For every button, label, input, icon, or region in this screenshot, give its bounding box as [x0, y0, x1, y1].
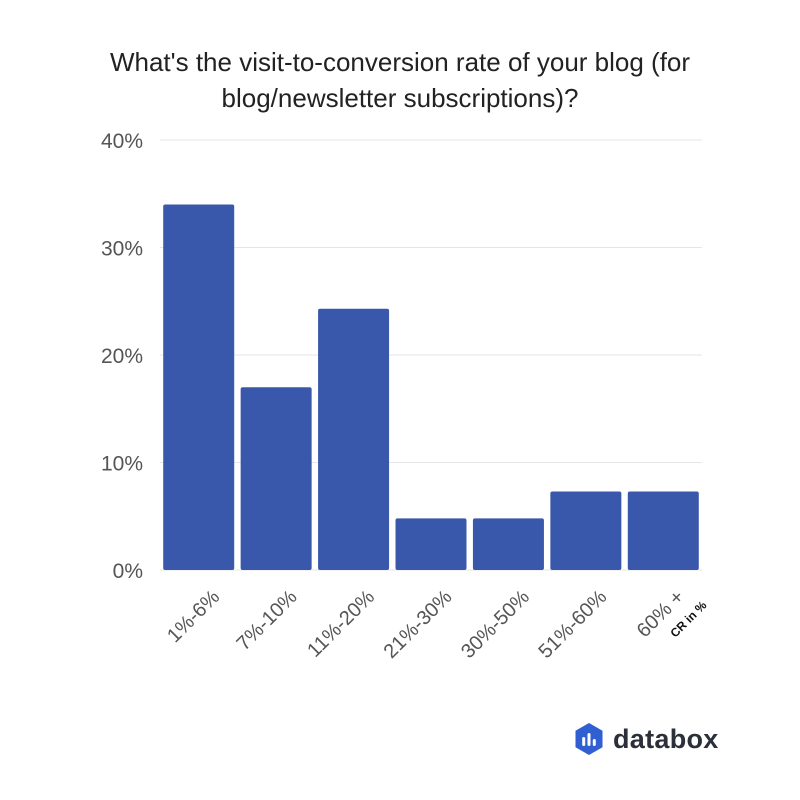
- bar: [627, 491, 699, 570]
- chart-title: What's the visit-to-conversion rate of y…: [109, 47, 691, 113]
- x-tick-label: 21%-30%: [380, 586, 457, 663]
- bars: [163, 204, 699, 570]
- brand-name: databox: [613, 723, 719, 754]
- y-tick-label: 20%: [101, 345, 143, 368]
- x-tick-label: 30%-50%: [457, 586, 534, 663]
- bar: [550, 491, 622, 570]
- databox-logo-icon: [575, 723, 603, 755]
- bar: [318, 308, 390, 570]
- bar: [240, 387, 312, 570]
- y-axis-ticks: 0% 10% 20% 30% 40%: [101, 130, 143, 583]
- y-tick-label: 40%: [101, 130, 143, 153]
- x-axis-labels: 1%-6% 7%-10% 11%-20% 21%-30% 30%-50% 51%-60% 6…: [163, 586, 689, 663]
- brand-footer: databox: [574, 722, 719, 756]
- bar: [163, 204, 235, 570]
- bar: [472, 518, 544, 570]
- y-tick-label: 10%: [101, 453, 143, 476]
- x-tick-label: 51%-60%: [535, 586, 612, 663]
- x-tick-label: 11%-20%: [303, 586, 379, 662]
- y-tick-label: 0%: [113, 560, 143, 583]
- bar: [395, 518, 467, 570]
- x-tick-label: 7%-10%: [233, 586, 302, 655]
- y-tick-label: 30%: [101, 238, 143, 261]
- x-tick-label: 1%-6%: [163, 586, 224, 647]
